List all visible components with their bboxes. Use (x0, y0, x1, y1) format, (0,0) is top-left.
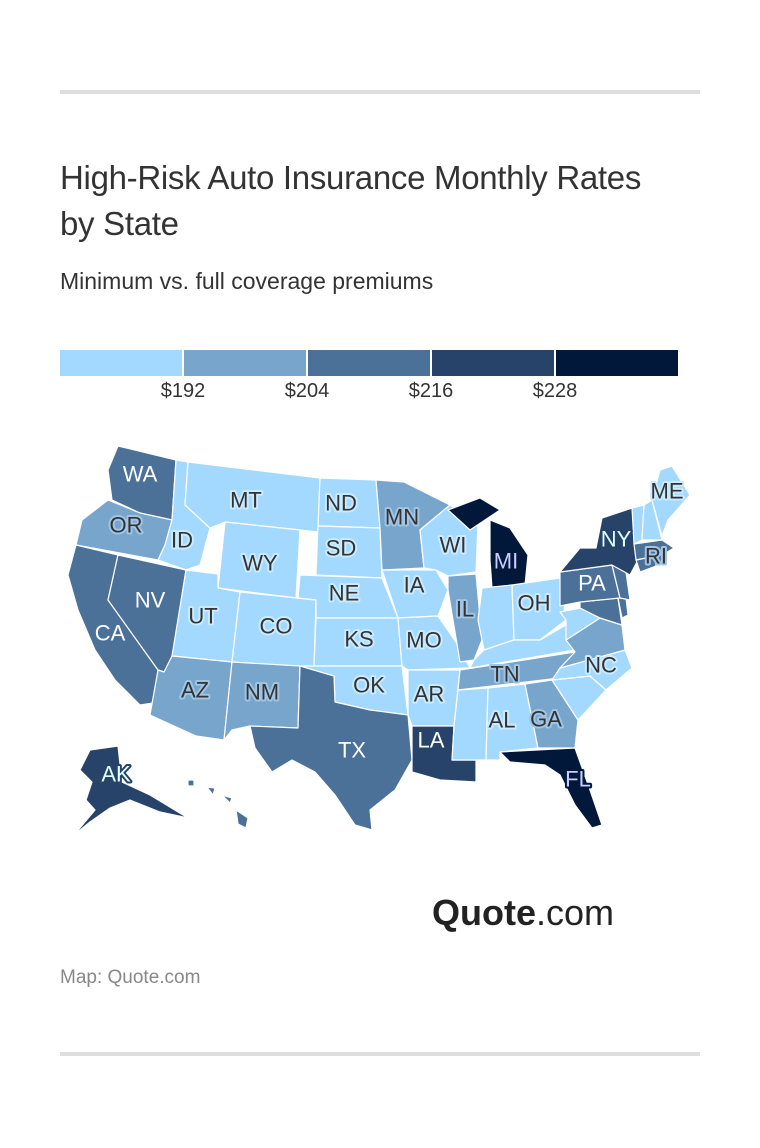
svg-text:AR: AR (414, 682, 445, 707)
svg-text:MI: MI (494, 549, 518, 574)
legend-bin-3 (308, 350, 430, 376)
map-credit: Map: Quote.com (60, 967, 201, 988)
legend-tick: $228 (532, 380, 578, 402)
svg-text:MT: MT (230, 488, 262, 513)
state-OH[interactable] (511, 577, 567, 641)
svg-text:MO: MO (406, 628, 441, 653)
bottom-divider (60, 1052, 700, 1056)
svg-text:IL: IL (456, 597, 474, 622)
svg-text:TX: TX (338, 738, 366, 763)
svg-text:TN: TN (490, 662, 519, 687)
svg-text:LA: LA (418, 728, 445, 753)
svg-text:MN: MN (385, 505, 419, 530)
chart-title: High-Risk Auto Insurance Monthly Rates b… (60, 159, 642, 242)
state-MS[interactable] (451, 687, 489, 761)
legend-tick: $204 (284, 380, 330, 402)
svg-text:OH: OH (518, 591, 551, 616)
svg-text:OK: OK (353, 673, 385, 698)
state-KY[interactable] (469, 624, 576, 669)
state-WV[interactable] (559, 607, 601, 641)
state-IN[interactable] (477, 584, 515, 651)
quote-logo: Quote.com (432, 892, 614, 934)
state-HI[interactable] (187, 779, 249, 829)
logo-wordmark-bold: Quote (432, 892, 536, 933)
us-choropleth-map: WA OR CA NV ID MT WY UT CO AZ NM ND SD N… (40, 430, 720, 850)
svg-text:NC: NC (585, 653, 617, 678)
logo-wordmark-suffix: .com (536, 892, 615, 933)
svg-text:FL: FL (565, 767, 591, 792)
svg-text:OR: OR (110, 513, 143, 538)
svg-text:AL: AL (489, 708, 516, 733)
state-MA[interactable] (633, 539, 675, 561)
svg-text:NE: NE (329, 581, 360, 606)
svg-text:AZ: AZ (181, 678, 209, 703)
svg-text:WY: WY (242, 551, 278, 576)
svg-text:CA: CA (95, 621, 126, 646)
state-AK[interactable] (73, 745, 189, 836)
svg-text:NY: NY (601, 527, 632, 552)
color-legend: $192 $204 $216 $228 (60, 350, 680, 410)
state-labels: WA OR CA NV ID MT WY UT CO AZ NM ND SD N… (93, 460, 686, 794)
svg-text:ND: ND (325, 491, 357, 516)
svg-text:GA: GA (530, 707, 562, 732)
svg-text:SD: SD (326, 536, 357, 561)
svg-text:UT: UT (188, 604, 217, 629)
svg-text:RI: RI (645, 544, 667, 569)
state-GA[interactable] (524, 679, 579, 749)
state-TX[interactable] (249, 665, 413, 831)
svg-text:PA: PA (578, 571, 606, 596)
svg-text:ID: ID (171, 528, 193, 553)
state-IA[interactable] (381, 569, 449, 619)
svg-text:KS: KS (344, 627, 373, 652)
legend-tick: $216 (408, 380, 454, 402)
top-divider (60, 90, 700, 94)
state-ME[interactable] (651, 465, 691, 537)
legend-bin-1 (60, 350, 182, 376)
legend-tick: $192 (160, 380, 206, 402)
svg-text:IA: IA (404, 573, 425, 598)
legend-bin-2 (184, 350, 306, 376)
svg-text:NV: NV (135, 588, 166, 613)
svg-text:AK: AK (101, 762, 131, 787)
svg-text:ME: ME (651, 479, 684, 504)
svg-text:WA: WA (123, 462, 158, 487)
state-NH[interactable] (641, 499, 663, 541)
state-FL[interactable] (499, 747, 603, 829)
chart-subtitle: Minimum vs. full coverage premiums (60, 268, 434, 294)
svg-text:WI: WI (440, 533, 467, 558)
legend-bin-4 (432, 350, 554, 376)
svg-text:NM: NM (245, 680, 279, 705)
svg-text:CO: CO (260, 614, 293, 639)
legend-bin-5 (556, 350, 678, 376)
